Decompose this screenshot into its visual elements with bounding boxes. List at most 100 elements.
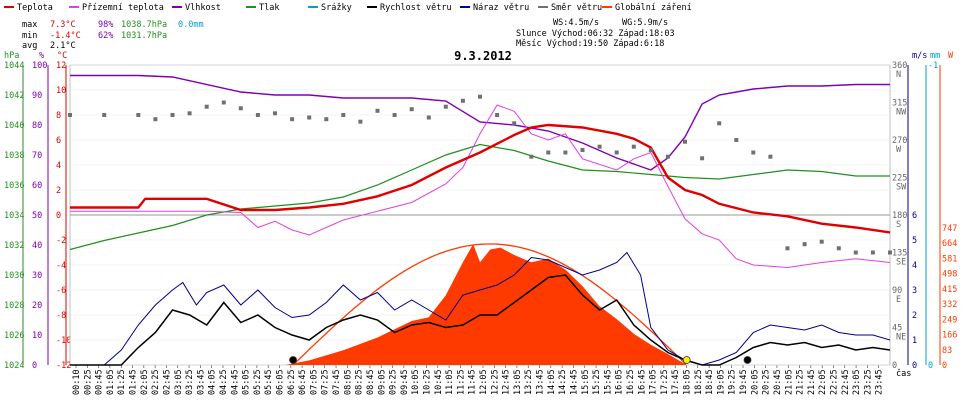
ms-tick-label: 2 <box>912 311 917 321</box>
wind-direction-point <box>255 113 260 117</box>
axis-unit-ms: m/s <box>912 51 927 61</box>
x-tick-label: 18:05 <box>683 369 693 395</box>
wind-direction-point <box>665 154 670 159</box>
left-tick-label: 1040 <box>4 121 24 131</box>
wind-direction-point <box>888 250 892 255</box>
ms-tick-label: 3 <box>912 286 917 296</box>
left-tick-label: 30 <box>32 271 42 281</box>
wind-direction-point <box>375 108 380 113</box>
left-tick-label: -12 <box>56 361 71 371</box>
deg-tick-label: 315 <box>892 99 907 109</box>
stat-avg-temp: 2.1°C <box>50 41 76 51</box>
x-tick-label: 00:10 <box>72 369 82 395</box>
stat-ws: WS:4.5m/s <box>553 18 599 28</box>
left-tick-label: -6 <box>56 286 66 296</box>
x-tick-label: 15:05 <box>581 369 591 395</box>
dir-tick-label: NW <box>896 108 907 118</box>
x-tick-label: 17:05 <box>649 369 659 395</box>
x-tick-label: 09:45 <box>400 369 410 395</box>
axis-unit-mm: mm <box>930 51 940 61</box>
x-tick-label: 03:45 <box>196 369 206 395</box>
ms-tick-label: 1 <box>912 336 917 346</box>
left-tick-label: 1030 <box>4 271 24 281</box>
x-tick-label: 07:45 <box>332 369 342 395</box>
x-tick-label: 21:05 <box>784 369 794 395</box>
wind-direction-point <box>324 117 329 122</box>
legend-label: Globální záření <box>615 3 692 13</box>
left-tick-label: 0 <box>32 361 37 371</box>
x-tick-label: 02:25 <box>151 369 161 395</box>
ms-tick-label: 5 <box>912 236 917 246</box>
chart-title: 9.3.2012 <box>454 49 512 63</box>
x-tick-label: 12:05 <box>479 369 489 395</box>
axis-unit-pct: % <box>39 51 44 61</box>
x-tick-label: 03:05 <box>174 369 184 395</box>
left-tick-label: 2 <box>56 186 61 196</box>
wind-direction-point <box>734 138 739 142</box>
x-tick-label: 01:05 <box>106 369 116 395</box>
left-tick-label: 12 <box>56 61 66 71</box>
deg-tick-label: 180 <box>892 211 907 221</box>
x-tick-label: 13:05 <box>513 369 523 395</box>
left-tick-label: 40 <box>32 241 42 251</box>
wind-direction-point <box>273 111 277 116</box>
dir-tick-label: E <box>896 295 901 305</box>
legend-label: Náraz větru <box>473 3 529 13</box>
left-tick-label: -2 <box>56 236 66 246</box>
stat-max-humidity: 98% <box>98 20 113 30</box>
wind-direction-point <box>204 104 209 109</box>
dir-tick-label: NE <box>896 333 906 343</box>
dir-tick-label: S <box>896 220 901 230</box>
w-tick-label: 83 <box>942 346 952 356</box>
w-tick-label: 747 <box>942 224 957 234</box>
x-tick-label: 07:25 <box>321 369 331 395</box>
x-tick-label: 23:05 <box>852 369 862 395</box>
wind-direction-point <box>717 121 722 126</box>
x-tick-label: 09:05 <box>377 369 387 395</box>
w-tick-label: 0 <box>942 361 947 371</box>
plot-area <box>68 64 892 366</box>
x-tick-label: 17:45 <box>671 369 681 395</box>
series-radiation-theoretical <box>292 243 687 366</box>
series-wind-gust <box>70 251 891 366</box>
x-tick-label: 16:05 <box>615 369 625 395</box>
stat-sun: Slunce Východ:06:32 Západ:18:03 <box>516 29 675 39</box>
x-tick-label: 13:45 <box>536 369 546 395</box>
wind-direction-point <box>768 154 773 159</box>
stats-block: max 7.3°C 98% 1038.7hPa 0.0mm min -1.4°C… <box>22 18 675 51</box>
x-tick-label: 04:05 <box>208 369 218 395</box>
ms-tick-label: 6 <box>912 211 917 221</box>
stat-wg: WG:5.9m/s <box>622 18 668 28</box>
x-tick-label: 11:45 <box>468 369 478 395</box>
dir-tick-label: SW <box>896 183 907 193</box>
stat-min-pressure: 1031.7hPa <box>121 31 167 41</box>
x-tick-label: 18:45 <box>705 369 715 395</box>
x-tick-label: 19:25 <box>728 369 738 395</box>
wind-direction-point <box>478 94 482 99</box>
left-tick-label: 100 <box>32 61 47 71</box>
x-tick-label: 15:45 <box>603 369 613 395</box>
wind-direction-point <box>426 115 431 120</box>
wind-direction-point <box>700 156 705 161</box>
x-tick-label: 15:25 <box>592 369 602 395</box>
legend-label: Směr větru <box>551 3 602 13</box>
left-tick-label: 8 <box>56 111 61 121</box>
x-tick-label: 13:25 <box>524 369 534 395</box>
axis-unit-hpa: hPa <box>4 51 19 61</box>
x-tick-label: 02:05 <box>140 369 150 395</box>
x-tick-label: 19:05 <box>716 369 726 395</box>
x-tick-label: 06:25 <box>287 369 297 395</box>
legend-label: Přízemní teplota <box>82 3 164 13</box>
axis-unit-c: °C <box>57 51 67 61</box>
x-tick-label: 20:25 <box>762 369 772 395</box>
w-tick-label: 581 <box>942 254 957 264</box>
deg-tick-label: 0 <box>892 361 897 371</box>
wind-direction-point <box>512 121 517 126</box>
stat-max-label: max <box>22 20 37 30</box>
x-tick-label: 16:45 <box>637 369 647 395</box>
x-tick-label: 12:25 <box>490 369 500 395</box>
x-tick-label: 00:25 <box>83 369 93 395</box>
dir-tick-label: SE <box>896 258 906 268</box>
